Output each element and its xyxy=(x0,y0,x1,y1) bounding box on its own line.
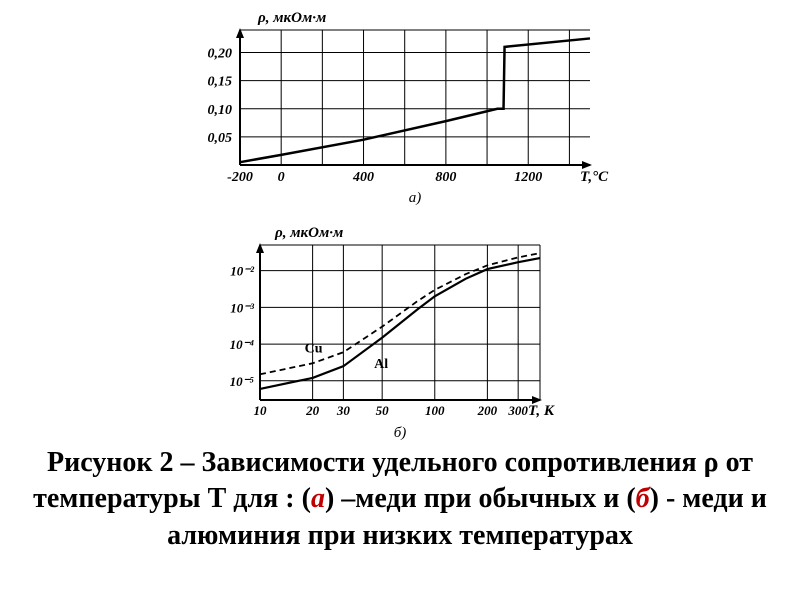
svg-text:а): а) xyxy=(409,190,422,205)
svg-text:10⁻⁴: 10⁻⁴ xyxy=(230,337,255,352)
chart-a-svg: -200 0 400 800 1200 0,05 0,10 0,15 0,20 ρ, мкОм·м… xyxy=(170,5,630,205)
chart-a: -200 0 400 800 1200 0,05 0,10 0,15 0,20 ρ, мкОм·м… xyxy=(170,5,630,210)
svg-text:10⁻³: 10⁻³ xyxy=(230,300,255,315)
chart-b-svg: Cu Al 10 20 30 50 100 200 300 10⁻⁵ 10⁻⁴ 10⁻³ 10⁻² ρ, … xyxy=(190,220,570,440)
caption-letter-b: б xyxy=(636,483,650,514)
svg-text:400: 400 xyxy=(352,170,374,185)
svg-text:10⁻²: 10⁻² xyxy=(230,264,255,279)
svg-text:20: 20 xyxy=(305,403,320,418)
figure-caption: Рисунок 2 – Зависимости удельного сопрот… xyxy=(20,445,780,554)
svg-text:0: 0 xyxy=(278,170,285,185)
svg-text:ρ, мкОм·м: ρ, мкОм·м xyxy=(274,225,343,241)
svg-text:Cu: Cu xyxy=(305,342,323,357)
svg-text:ρ, мкОм·м: ρ, мкОм·м xyxy=(257,10,326,26)
svg-text:10: 10 xyxy=(254,403,268,418)
caption-text: ) –меди при обычных и ( xyxy=(325,483,636,514)
svg-text:-200: -200 xyxy=(227,170,253,185)
chart-b: Cu Al 10 20 30 50 100 200 300 10⁻⁵ 10⁻⁴ 10⁻³ 10⁻² ρ, … xyxy=(190,220,570,445)
svg-text:30: 30 xyxy=(336,403,351,418)
svg-text:100: 100 xyxy=(425,403,445,418)
svg-text:Т,°С: Т,°С xyxy=(580,169,609,185)
svg-text:10⁻⁵: 10⁻⁵ xyxy=(230,374,255,389)
svg-text:50: 50 xyxy=(376,403,390,418)
svg-text:0,15: 0,15 xyxy=(208,75,233,90)
svg-text:б): б) xyxy=(394,425,407,440)
svg-text:0,05: 0,05 xyxy=(208,131,233,146)
svg-text:Т, К: Т, К xyxy=(528,403,555,419)
caption-letter-a: а xyxy=(311,483,325,514)
svg-text:200: 200 xyxy=(477,403,498,418)
svg-text:0,20: 0,20 xyxy=(208,47,233,62)
svg-text:0,10: 0,10 xyxy=(208,103,233,118)
svg-text:300: 300 xyxy=(507,403,528,418)
svg-text:1200: 1200 xyxy=(514,170,542,185)
svg-text:Al: Al xyxy=(374,357,388,372)
svg-text:800: 800 xyxy=(435,170,456,185)
